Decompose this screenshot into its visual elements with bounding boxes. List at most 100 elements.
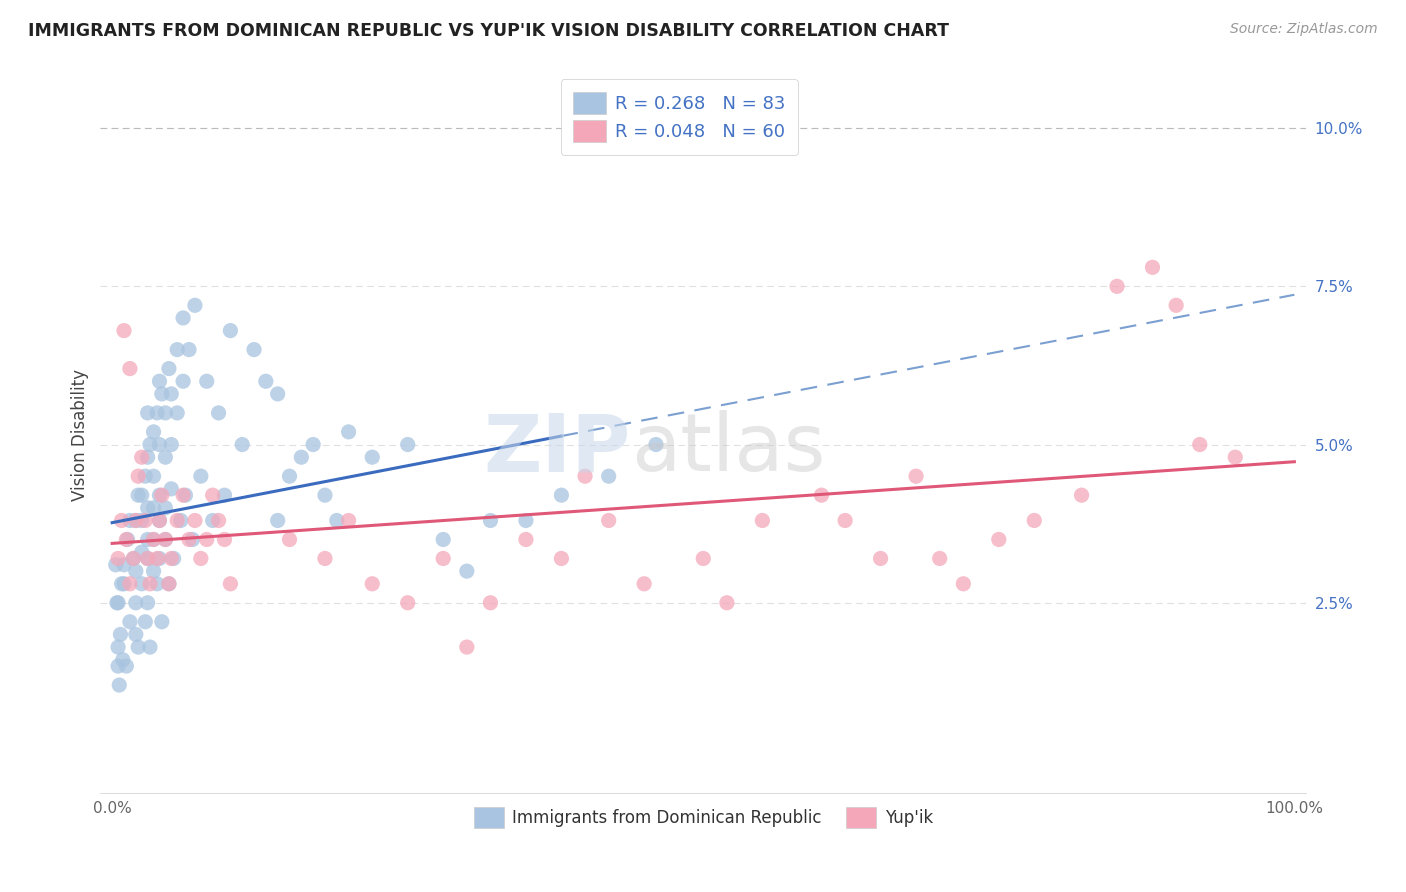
Point bbox=[172, 488, 194, 502]
Point bbox=[834, 514, 856, 528]
Point bbox=[155, 406, 177, 420]
Point bbox=[148, 514, 170, 528]
Point bbox=[219, 324, 242, 338]
Point bbox=[111, 576, 134, 591]
Point bbox=[131, 450, 153, 465]
Point bbox=[1225, 450, 1247, 465]
Point bbox=[1105, 279, 1128, 293]
Point bbox=[134, 469, 156, 483]
Point bbox=[122, 551, 145, 566]
Point bbox=[201, 514, 224, 528]
Point bbox=[131, 488, 153, 502]
Point bbox=[131, 576, 153, 591]
Point bbox=[108, 678, 131, 692]
Point bbox=[150, 387, 173, 401]
Point bbox=[131, 545, 153, 559]
Point bbox=[136, 551, 159, 566]
Point bbox=[177, 343, 200, 357]
Point bbox=[118, 615, 141, 629]
Point bbox=[148, 437, 170, 451]
Point bbox=[456, 640, 478, 654]
Point bbox=[107, 596, 129, 610]
Point bbox=[1024, 514, 1046, 528]
Point bbox=[118, 361, 141, 376]
Point bbox=[111, 653, 134, 667]
Y-axis label: Vision Disability: Vision Disability bbox=[72, 369, 89, 501]
Point bbox=[214, 488, 236, 502]
Point bbox=[1070, 488, 1092, 502]
Point bbox=[160, 387, 183, 401]
Point bbox=[314, 488, 336, 502]
Point bbox=[1188, 437, 1211, 451]
Point bbox=[148, 374, 170, 388]
Point bbox=[105, 596, 128, 610]
Point bbox=[112, 576, 135, 591]
Point bbox=[125, 564, 148, 578]
Point bbox=[396, 437, 419, 451]
Point bbox=[515, 514, 537, 528]
Point bbox=[107, 640, 129, 654]
Point bbox=[155, 450, 177, 465]
Point bbox=[432, 533, 454, 547]
Point bbox=[142, 533, 165, 547]
Point bbox=[928, 551, 950, 566]
Point bbox=[136, 533, 159, 547]
Point bbox=[118, 576, 141, 591]
Point bbox=[479, 514, 502, 528]
Point bbox=[155, 533, 177, 547]
Text: IMMIGRANTS FROM DOMINICAN REPUBLIC VS YUP'IK VISION DISABILITY CORRELATION CHART: IMMIGRANTS FROM DOMINICAN REPUBLIC VS YU… bbox=[28, 22, 949, 40]
Point bbox=[266, 514, 288, 528]
Point bbox=[136, 450, 159, 465]
Point bbox=[550, 488, 572, 502]
Point bbox=[148, 488, 170, 502]
Point bbox=[166, 343, 188, 357]
Point bbox=[127, 640, 149, 654]
Point bbox=[177, 533, 200, 547]
Point bbox=[160, 551, 183, 566]
Point bbox=[125, 514, 148, 528]
Point bbox=[869, 551, 891, 566]
Point bbox=[1142, 260, 1164, 275]
Point bbox=[181, 533, 204, 547]
Point bbox=[155, 533, 177, 547]
Point bbox=[751, 514, 773, 528]
Point bbox=[160, 437, 183, 451]
Point bbox=[190, 469, 212, 483]
Point bbox=[172, 310, 194, 325]
Point bbox=[195, 374, 218, 388]
Point bbox=[112, 324, 135, 338]
Point bbox=[146, 551, 169, 566]
Point bbox=[207, 406, 229, 420]
Point bbox=[157, 576, 180, 591]
Point bbox=[115, 659, 138, 673]
Point bbox=[125, 596, 148, 610]
Point bbox=[122, 551, 145, 566]
Point bbox=[214, 533, 236, 547]
Point bbox=[810, 488, 832, 502]
Point bbox=[127, 488, 149, 502]
Point bbox=[172, 374, 194, 388]
Point bbox=[195, 533, 218, 547]
Point bbox=[184, 298, 207, 312]
Point bbox=[396, 596, 419, 610]
Text: atlas: atlas bbox=[631, 410, 825, 488]
Point bbox=[166, 514, 188, 528]
Point bbox=[157, 361, 180, 376]
Point bbox=[111, 514, 134, 528]
Point bbox=[219, 576, 242, 591]
Point bbox=[456, 564, 478, 578]
Point bbox=[337, 425, 360, 439]
Point bbox=[146, 406, 169, 420]
Point bbox=[290, 450, 312, 465]
Point bbox=[633, 576, 655, 591]
Point bbox=[314, 551, 336, 566]
Point bbox=[987, 533, 1010, 547]
Point bbox=[148, 514, 170, 528]
Point bbox=[131, 514, 153, 528]
Point bbox=[207, 514, 229, 528]
Point bbox=[110, 627, 132, 641]
Point bbox=[125, 514, 148, 528]
Point bbox=[361, 450, 384, 465]
Legend: Immigrants from Dominican Republic, Yup'ik: Immigrants from Dominican Republic, Yup'… bbox=[467, 801, 939, 834]
Point bbox=[174, 488, 197, 502]
